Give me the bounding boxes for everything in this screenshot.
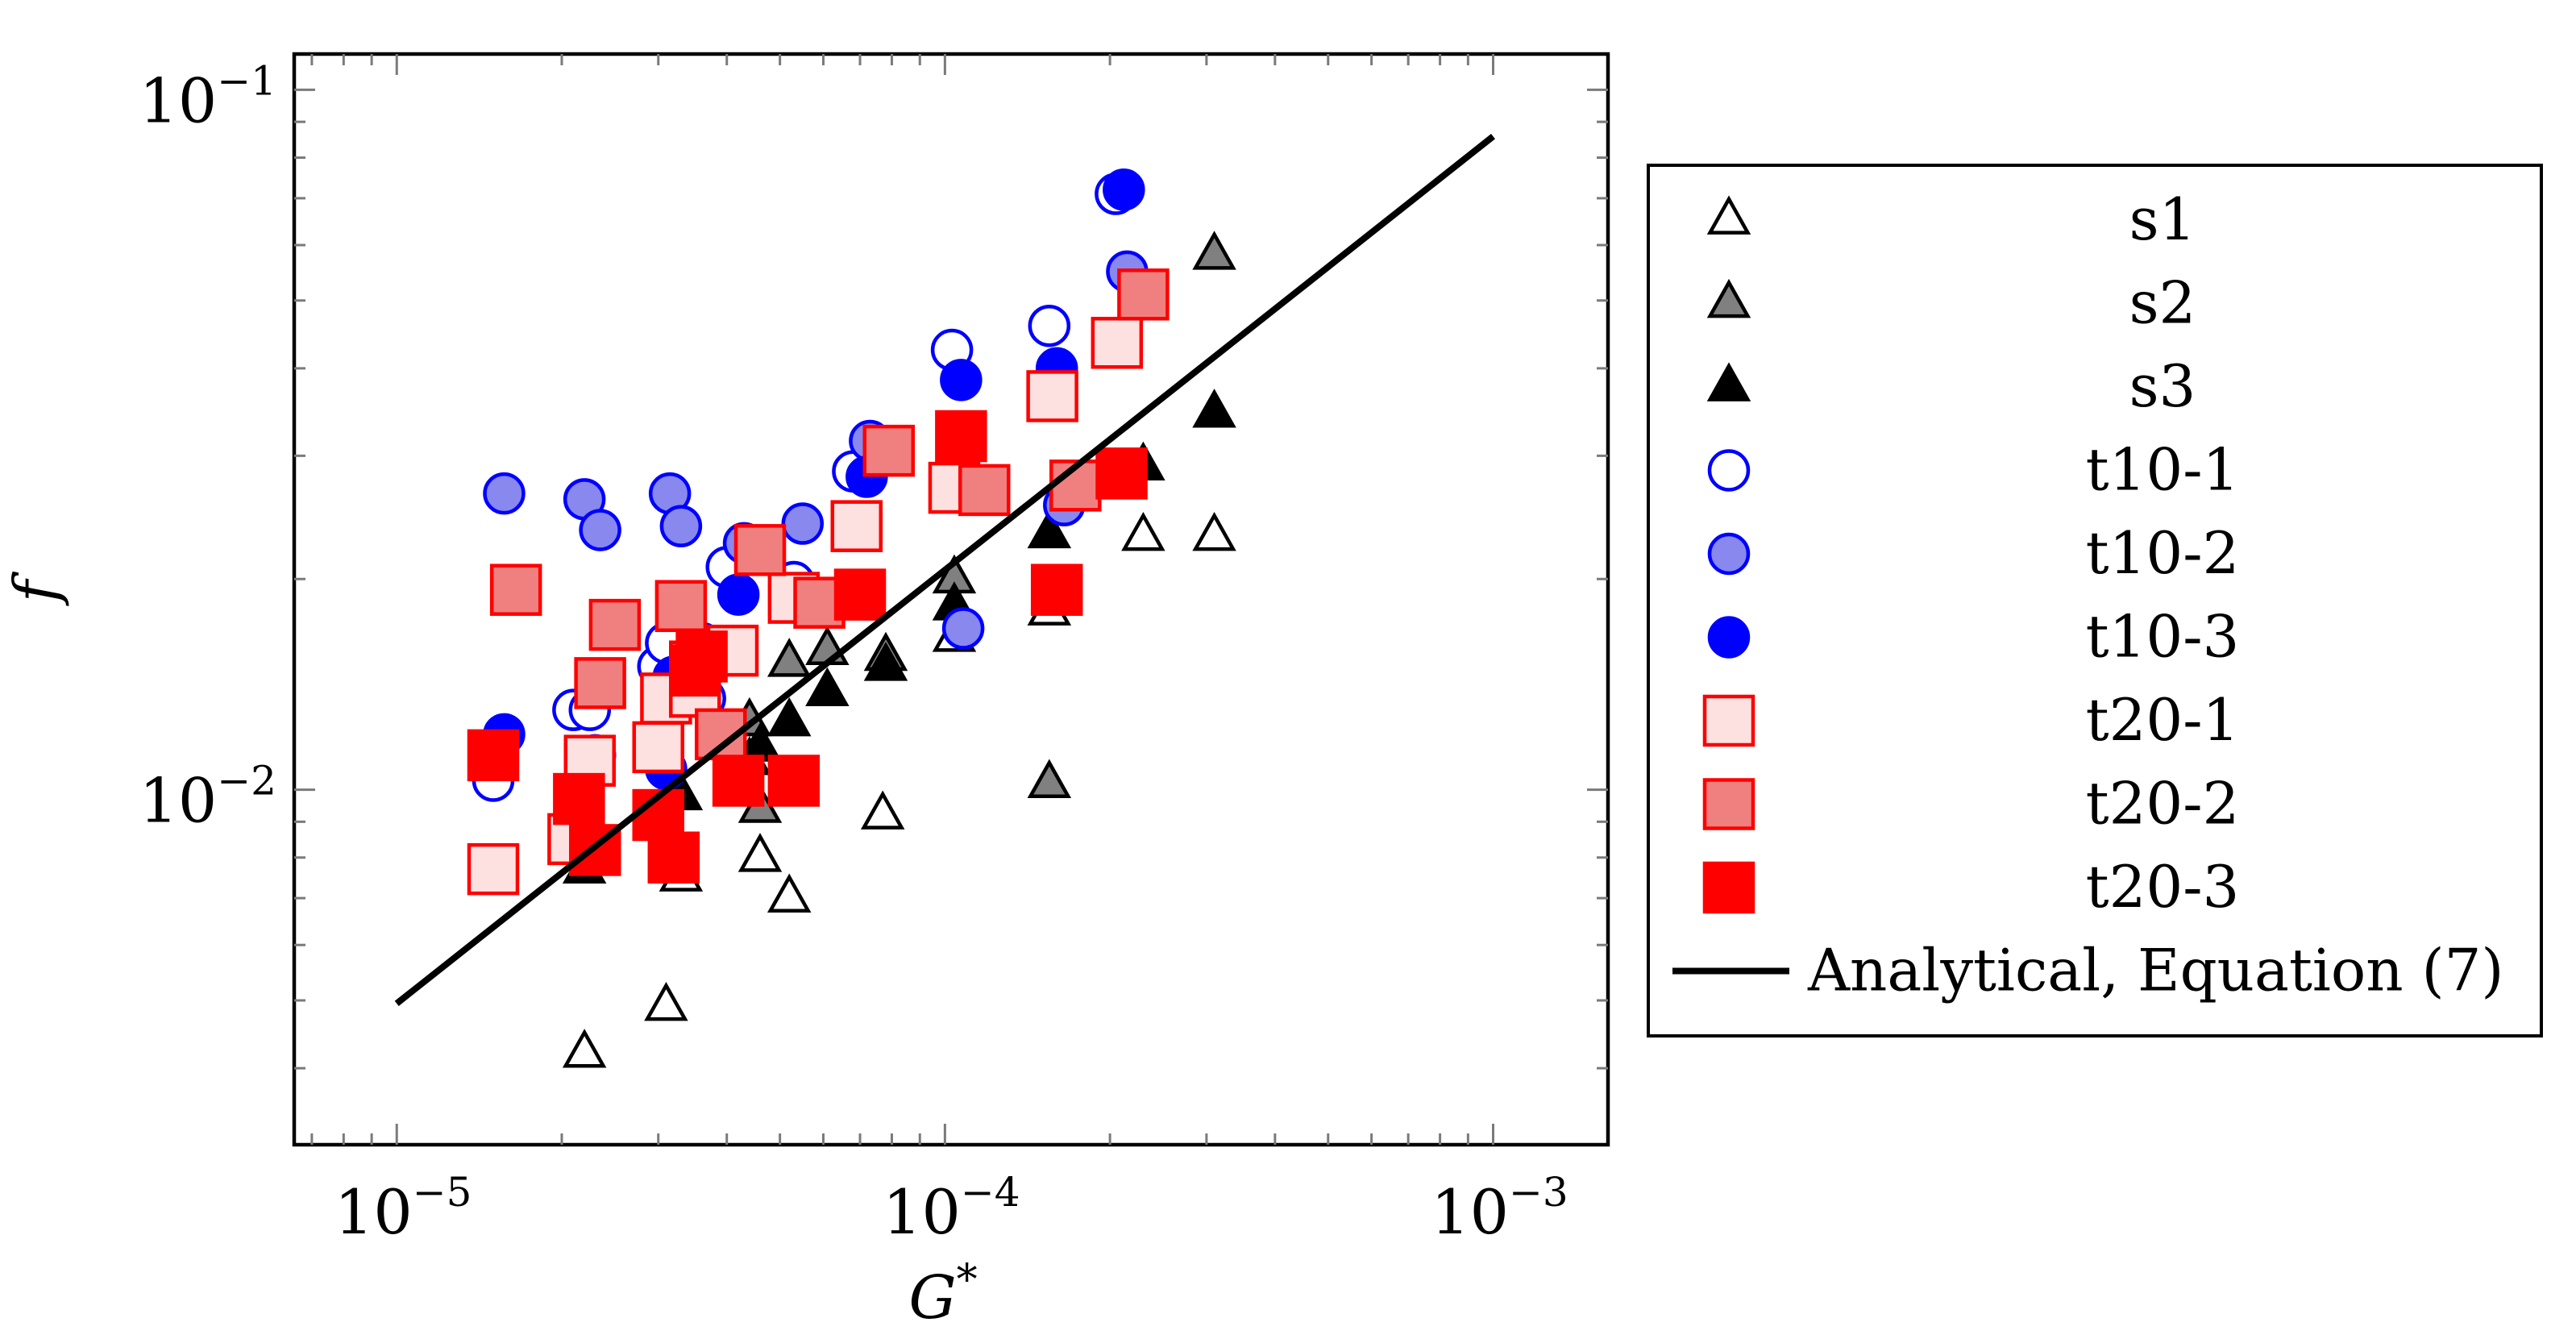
data-point-t20-2-8 [862,424,915,477]
data-point-t10-3-5 [717,573,760,616]
data-point-s1-3 [737,833,783,872]
x-tick-label-1: 10−4 [883,1169,1020,1248]
legend-item-t20-3: t20-3 [1702,853,2240,921]
x-tick-label-0: 10−5 [334,1169,472,1248]
y-tick-label-1: 10−1 [139,57,276,136]
series-analytical-equation-7 [394,134,1495,1006]
legend-item-s3: s3 [1706,352,2196,420]
data-point-t20-1-11 [1091,317,1144,369]
data-point-t20-1-10 [1026,370,1078,422]
data-point-t20-1-3 [632,721,684,774]
legend-marker [1702,694,1755,747]
data-point-t10-2-2 [579,509,621,551]
data-point-s3-4 [767,697,812,737]
legend-label: t20-1 [2086,686,2240,754]
data-point-t20-2-6 [733,524,787,576]
series-t20-1 [467,317,1144,896]
data-point-t10-2-5 [659,505,703,547]
analytical-line [394,134,1495,1006]
data-point-s2-7 [1192,231,1236,270]
data-point-t10-2-9 [941,607,985,650]
data-point-s2-2 [767,638,812,677]
y-tick-label-0: 10−2 [139,758,276,837]
legend-label: s3 [2129,352,2196,420]
legend-label: t10-1 [2086,436,2240,504]
legend-box [1647,164,2543,1038]
legend-item-t20-1: t20-1 [1702,686,2240,754]
data-point-s3-8 [1027,509,1072,549]
data-point-s1-9 [1192,511,1236,551]
data-point-t20-3-4 [647,831,700,884]
data-point-s1-1 [644,981,688,1021]
legend-marker [1707,532,1751,576]
legend-marker [1707,449,1751,492]
y-axis-label: f [2,571,71,606]
data-point-t20-3-1 [553,772,605,825]
data-point-s1-4 [767,873,812,913]
legend-item-analytical-equation-7: Analytical, Equation (7) [1672,937,2504,1004]
data-point-t20-3-10 [935,410,987,463]
axes: 10−5 10−4 10−3 10−2 10−1 G* f [2,52,1610,1333]
data-point-t20-1-0 [467,842,520,896]
tick-marks [294,54,1608,1145]
data-point-t20-3-7 [712,755,765,807]
legend-marker [1706,278,1751,318]
plot-area [394,134,1495,1068]
legend-item-t10-3: t10-3 [1707,603,2240,671]
legend-item-t10-2: t10-2 [1707,519,2240,587]
plot-frame [292,52,1610,1147]
data-point-t20-2-1 [574,657,626,709]
data-point-s3-5 [805,667,850,707]
data-point-t20-3-2 [569,824,621,876]
data-point-t20-3-8 [767,755,821,807]
x-tick-label-2: 10−3 [1431,1169,1568,1248]
data-point-s2-6 [1027,759,1072,798]
data-point-t20-2-11 [1117,268,1170,321]
legend-item-s1: s1 [1706,185,2196,253]
legend-label: Analytical, Equation (7) [1807,937,2504,1004]
data-point-t20-3-11 [1030,563,1083,616]
data-point-t20-2-0 [489,563,542,616]
legend-label: t20-3 [2086,853,2240,921]
legend-label: s1 [2129,185,2196,253]
legend-marker [1702,778,1755,830]
data-point-t20-2-9 [958,464,1011,517]
legend-label: s2 [2129,269,2196,337]
data-point-t10-2-0 [483,472,526,515]
x-axis-label: G* [908,1256,977,1333]
legend-label: t20-2 [2086,770,2240,838]
legend-marker [1706,195,1751,235]
data-point-t20-3-9 [833,568,887,621]
legend-label: t10-3 [2086,603,2240,671]
data-point-s1-8 [1121,511,1165,551]
data-point-s3-6 [863,642,908,681]
legend-item-t20-2: t20-2 [1702,770,2240,838]
legend-item-s2: s2 [1706,269,2196,337]
data-point-t10-3-7 [940,359,983,401]
legend: s1 s2 s3 t10-1 t10-2 t10-3 t20-1 t20-2 t20-3 Anal… [1647,164,2543,1038]
data-point-t20-1-8 [830,500,883,552]
data-point-s1-5 [860,790,905,830]
data-point-t10-3-9 [1103,168,1145,211]
data-point-t20-2-3 [654,580,708,633]
data-point-s1-0 [562,1029,607,1068]
series-t20-3 [467,410,1148,884]
legend-item-t10-1: t10-1 [1707,436,2240,504]
data-point-t20-3-6 [675,630,728,683]
data-point-t20-3-0 [467,729,520,782]
legend-marker [1707,616,1751,659]
data-point-t20-3-12 [1095,447,1148,500]
data-point-t20-2-2 [588,598,642,651]
data-point-t10-1-10 [1028,304,1071,347]
legend-marker [1702,861,1755,914]
data-point-s2-3 [805,626,850,665]
data-point-t10-2-7 [781,502,825,545]
legend-marker [1706,362,1751,401]
legend-label: t10-2 [2086,519,2240,587]
data-point-s3-10 [1192,389,1236,428]
